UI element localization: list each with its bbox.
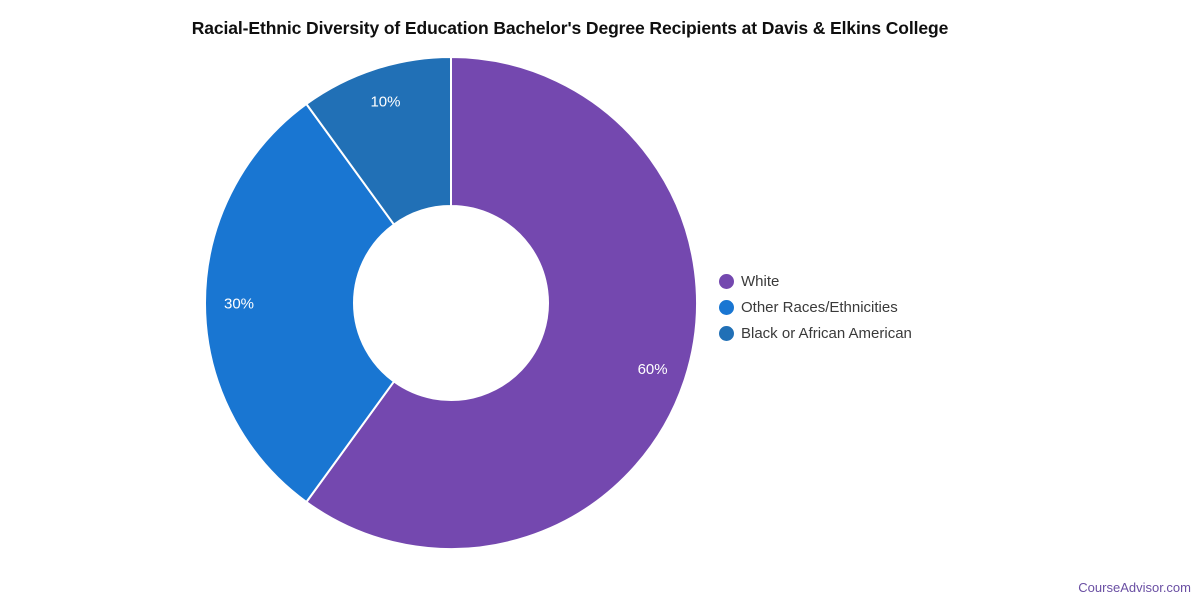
courseadvisor-attribution-link[interactable]: CourseAdvisor.com [1078,580,1191,595]
legend-item-other-races-ethnicities[interactable]: Other Races/Ethnicities [719,294,912,320]
legend-item-black-or-african-american[interactable]: Black or African American [719,320,912,346]
legend-label: Black or African American [741,324,912,342]
legend-label: Other Races/Ethnicities [741,298,898,316]
legend-swatch-icon [719,273,734,289]
slice-percent-label: 10% [370,94,400,111]
pie-slice-white[interactable] [305,56,698,550]
pie-slice-black-or-african-american[interactable] [305,56,452,226]
legend-swatch-icon [719,325,734,341]
legend-swatch-icon [719,299,734,315]
legend-item-white[interactable]: White [719,268,912,294]
legend: White Other Races/Ethnicities Black or A… [719,268,912,346]
pie-slice-other-races-ethnicities[interactable] [204,102,395,504]
chart-title: Racial-Ethnic Diversity of Education Bac… [191,18,949,38]
legend-label: White [741,272,780,290]
slice-percent-label: 60% [638,361,668,378]
slice-percent-label: 30% [224,295,254,312]
